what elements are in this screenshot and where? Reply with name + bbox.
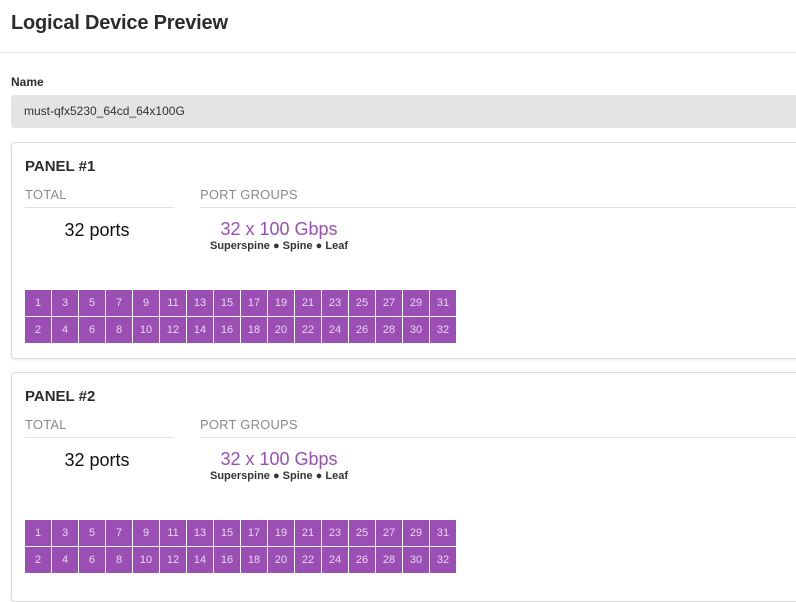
port-cell[interactable]: 18: [241, 317, 267, 343]
port-cell[interactable]: 13: [187, 520, 213, 546]
port-cell[interactable]: 13: [187, 290, 213, 316]
port-cell[interactable]: 17: [241, 520, 267, 546]
port-cell[interactable]: 27: [376, 290, 402, 316]
port-cell[interactable]: 28: [376, 547, 402, 573]
port-cell[interactable]: 4: [52, 317, 78, 343]
port-cell[interactable]: 7: [106, 520, 132, 546]
port-cell[interactable]: 10: [133, 547, 159, 573]
port-cell[interactable]: 11: [160, 520, 186, 546]
port-groups-header: PORT GROUPS: [200, 187, 298, 202]
port-cell[interactable]: 2: [25, 547, 51, 573]
port-cell[interactable]: 30: [403, 547, 429, 573]
port-group-roles: Superspine ● Spine ● Leaf: [210, 240, 348, 252]
port-cell[interactable]: 16: [214, 317, 240, 343]
port-cell[interactable]: 29: [403, 290, 429, 316]
port-cell[interactable]: 3: [52, 520, 78, 546]
total-ports-value: 32 ports: [64, 450, 130, 470]
port-cell[interactable]: 5: [79, 290, 105, 316]
port-cell[interactable]: 15: [214, 290, 240, 316]
panel-1: PANEL #1 TOTAL PORT GROUPS 32 ports 32 x…: [11, 142, 796, 359]
port-cell[interactable]: 23: [322, 290, 348, 316]
port-group-roles: Superspine ● Spine ● Leaf: [210, 470, 348, 482]
port-cell[interactable]: 11: [160, 290, 186, 316]
port-cell[interactable]: 20: [268, 317, 294, 343]
port-cell[interactable]: 21: [295, 520, 321, 546]
port-cell[interactable]: 2: [25, 317, 51, 343]
port-cell[interactable]: 24: [322, 317, 348, 343]
port-cell[interactable]: 25: [349, 290, 375, 316]
total-header: TOTAL: [25, 187, 67, 202]
port-cell[interactable]: 9: [133, 520, 159, 546]
port-cell[interactable]: 17: [241, 290, 267, 316]
port-cell[interactable]: 23: [322, 520, 348, 546]
total-divider: [25, 207, 174, 208]
total-divider: [25, 437, 174, 438]
port-cell[interactable]: 32: [430, 317, 456, 343]
port-cell[interactable]: 22: [295, 547, 321, 573]
port-cell[interactable]: 26: [349, 317, 375, 343]
port-cell[interactable]: 6: [79, 547, 105, 573]
port-cell[interactable]: 27: [376, 520, 402, 546]
port-cell[interactable]: 7: [106, 290, 132, 316]
port-cell[interactable]: 30: [403, 317, 429, 343]
port-cell[interactable]: 26: [349, 547, 375, 573]
panel-title: PANEL #1: [25, 158, 96, 175]
port-cell[interactable]: 5: [79, 520, 105, 546]
port-cell[interactable]: 4: [52, 547, 78, 573]
port-cell[interactable]: 21: [295, 290, 321, 316]
port-cell[interactable]: 14: [187, 547, 213, 573]
port-cell[interactable]: 20: [268, 547, 294, 573]
port-groups-divider: [200, 207, 796, 208]
port-cell[interactable]: 31: [430, 520, 456, 546]
page-title: Logical Device Preview: [11, 12, 228, 34]
port-cell[interactable]: 1: [25, 520, 51, 546]
port-cell[interactable]: 15: [214, 520, 240, 546]
port-cell[interactable]: 9: [133, 290, 159, 316]
port-cell[interactable]: 1: [25, 290, 51, 316]
port-cell[interactable]: 16: [214, 547, 240, 573]
port-cell[interactable]: 8: [106, 547, 132, 573]
port-cell[interactable]: 3: [52, 290, 78, 316]
port-cell[interactable]: 32: [430, 547, 456, 573]
name-label: Name: [11, 75, 44, 89]
port-grid: 1 3 5 7 9 11 13 15 17 19 21 23 25 27 29 31 2 4 6 8 10 12 14 16 1…: [25, 290, 456, 343]
port-cell[interactable]: 6: [79, 317, 105, 343]
port-cell[interactable]: 19: [268, 290, 294, 316]
port-cell[interactable]: 31: [430, 290, 456, 316]
panel-2: PANEL #2 TOTAL PORT GROUPS 32 ports 32 x…: [11, 372, 796, 602]
port-cell[interactable]: 24: [322, 547, 348, 573]
port-group-speed: 32 x 100 Gbps: [220, 449, 338, 469]
panel-title: PANEL #2: [25, 388, 96, 405]
total-header: TOTAL: [25, 417, 67, 432]
port-cell[interactable]: 28: [376, 317, 402, 343]
port-cell[interactable]: 8: [106, 317, 132, 343]
port-cell[interactable]: 12: [160, 317, 186, 343]
port-cell[interactable]: 18: [241, 547, 267, 573]
port-cell[interactable]: 12: [160, 547, 186, 573]
total-ports-value: 32 ports: [64, 220, 130, 240]
title-divider: [0, 52, 796, 53]
port-grid: 1 3 5 7 9 11 13 15 17 19 21 23 25 27 29 31 2 4 6 8 10 12 14 16 1…: [25, 520, 456, 573]
port-groups-header: PORT GROUPS: [200, 417, 298, 432]
name-field: must-qfx5230_64cd_64x100G: [11, 95, 796, 128]
port-cell[interactable]: 25: [349, 520, 375, 546]
port-cell[interactable]: 10: [133, 317, 159, 343]
port-groups-divider: [200, 437, 796, 438]
port-cell[interactable]: 29: [403, 520, 429, 546]
port-cell[interactable]: 22: [295, 317, 321, 343]
port-cell[interactable]: 19: [268, 520, 294, 546]
port-cell[interactable]: 14: [187, 317, 213, 343]
port-group-speed: 32 x 100 Gbps: [220, 219, 338, 239]
